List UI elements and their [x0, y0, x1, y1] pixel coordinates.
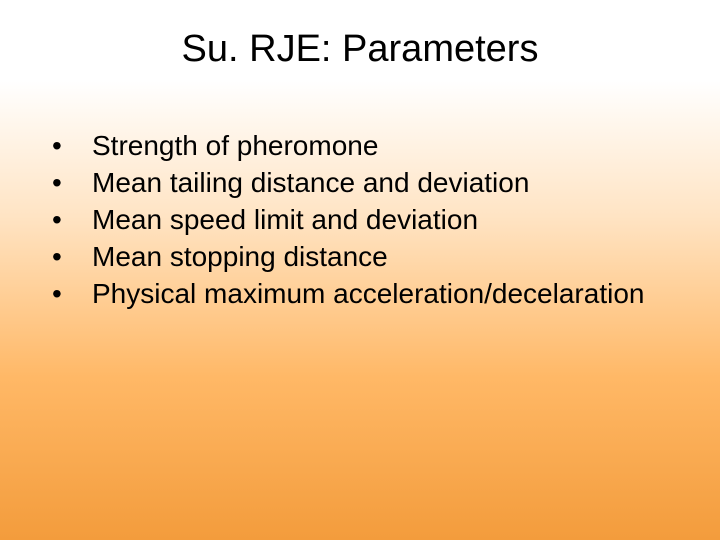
list-item: • Physical maximum acceleration/decelara… — [48, 276, 672, 311]
bullet-text: Strength of pheromone — [92, 128, 672, 163]
bullet-icon: • — [48, 202, 92, 237]
list-item: • Mean stopping distance — [48, 239, 672, 274]
bullet-text: Mean speed limit and deviation — [92, 202, 672, 237]
bullet-text: Mean stopping distance — [92, 239, 672, 274]
bullet-icon: • — [48, 276, 92, 311]
list-item: • Mean speed limit and deviation — [48, 202, 672, 237]
bullet-icon: • — [48, 128, 92, 163]
bullet-text: Mean tailing distance and deviation — [92, 165, 672, 200]
list-item: • Strength of pheromone — [48, 128, 672, 163]
bullet-text: Physical maximum acceleration/decelarati… — [92, 276, 672, 311]
bullet-list: • Strength of pheromone • Mean tailing d… — [48, 128, 672, 313]
bullet-icon: • — [48, 239, 92, 274]
slide-title: Su. RJE: Parameters — [0, 0, 720, 71]
list-item: • Mean tailing distance and deviation — [48, 165, 672, 200]
bullet-icon: • — [48, 165, 92, 200]
slide: Su. RJE: Parameters • Strength of pherom… — [0, 0, 720, 540]
